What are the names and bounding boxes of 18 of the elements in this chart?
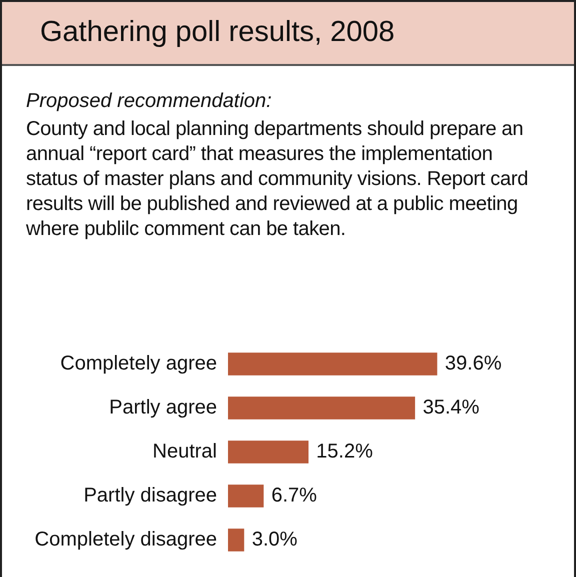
data-label: 39.6% [444,352,502,375]
data-label: 15.2% [316,440,374,463]
bar [228,484,264,508]
data-label: 35.4% [422,396,480,419]
y-tick-label: Partly disagree [84,484,217,507]
y-tick-label: Neutral [152,440,217,463]
text: County and local planning departments should prepare an annual “report card” that measures the implementation status of master plans and community visions. Report card results will be published and reviewed at a public meeting where publilc comment can be taken. [26,117,530,242]
y-tick-label: Completely disagree [34,528,217,551]
chart-subtitle: Proposed recommendation: [26,90,273,113]
bar [228,352,438,376]
chart-title: Gathering poll results, 2008 [2,2,574,66]
bar [228,440,309,464]
bar [228,396,416,420]
data-label: 3.0% [252,528,298,551]
bar [228,528,244,552]
y-tick-label: Completely agree [60,352,217,375]
y-tick-label: Partly agree [109,396,217,419]
data-label: 6.7% [271,484,318,507]
